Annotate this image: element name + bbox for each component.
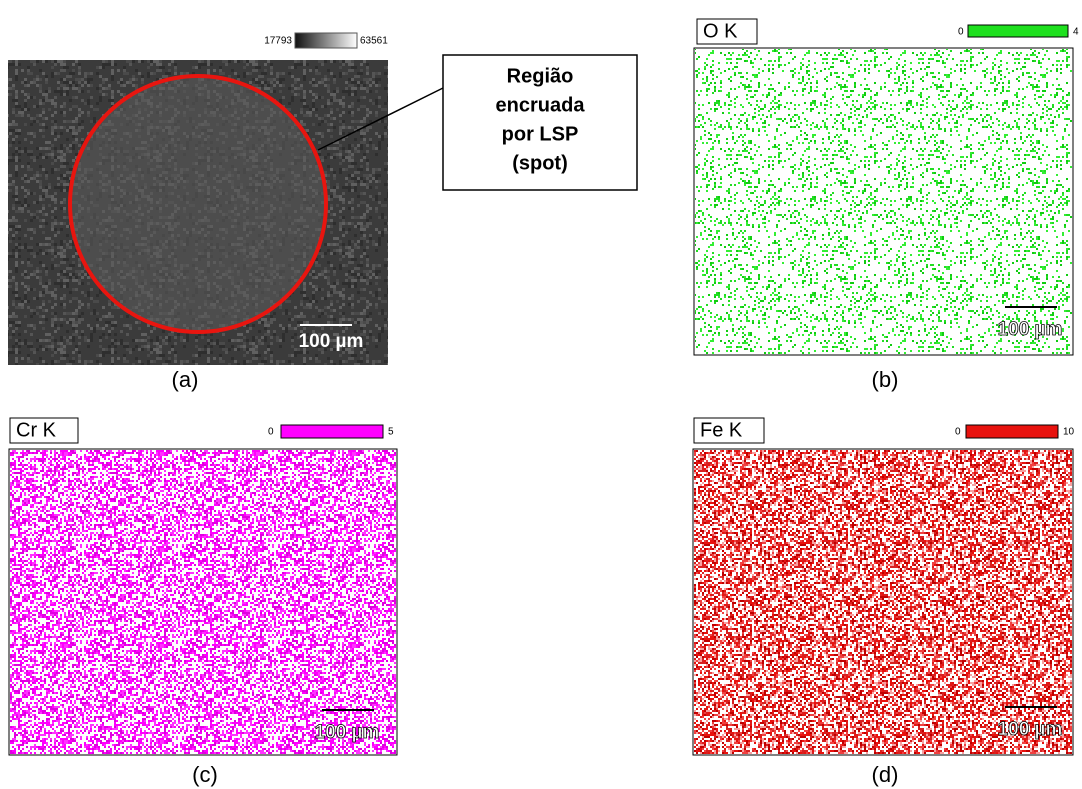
color-bar — [965, 424, 1059, 439]
scale-max: 5 — [388, 427, 394, 438]
element-box — [693, 417, 765, 444]
caption: (d) — [872, 762, 899, 787]
spot-circle — [68, 74, 328, 334]
scale-label: 100 µm — [315, 722, 380, 743]
scale-max: 63561 — [360, 36, 388, 47]
element-label: O K — [703, 20, 738, 42]
caption: (a) — [172, 367, 199, 392]
scale-min: 17793 — [264, 36, 292, 47]
callout-text: por LSP — [502, 123, 579, 145]
scale-max: 10 — [1063, 427, 1075, 438]
scale-min: 0 — [955, 427, 961, 438]
scale-max: 4 — [1073, 27, 1079, 38]
map-texture — [695, 49, 1072, 354]
scale-min: 0 — [958, 27, 964, 38]
map-texture — [694, 450, 1072, 754]
element-label: Fe K — [700, 419, 743, 441]
scale-label: 100 µm — [299, 331, 364, 352]
scale-min: 0 — [268, 427, 274, 438]
callout-text: Região — [507, 65, 574, 87]
callout-line — [317, 87, 444, 151]
callout-box — [442, 54, 638, 191]
element-box — [696, 18, 758, 45]
element-label: Cr K — [16, 419, 57, 441]
callout-text: (spot) — [512, 152, 568, 174]
callout-text: encruada — [496, 94, 586, 116]
map-texture — [10, 450, 396, 754]
element-box — [9, 417, 79, 444]
scale-label: 100 µm — [998, 719, 1063, 740]
scale-label: 100 µm — [998, 319, 1063, 340]
caption: (c) — [192, 762, 218, 787]
caption: (b) — [872, 367, 899, 392]
color-bar — [280, 424, 384, 439]
color-bar — [967, 24, 1069, 38]
color-bar — [294, 32, 358, 49]
spot-region — [70, 76, 326, 332]
